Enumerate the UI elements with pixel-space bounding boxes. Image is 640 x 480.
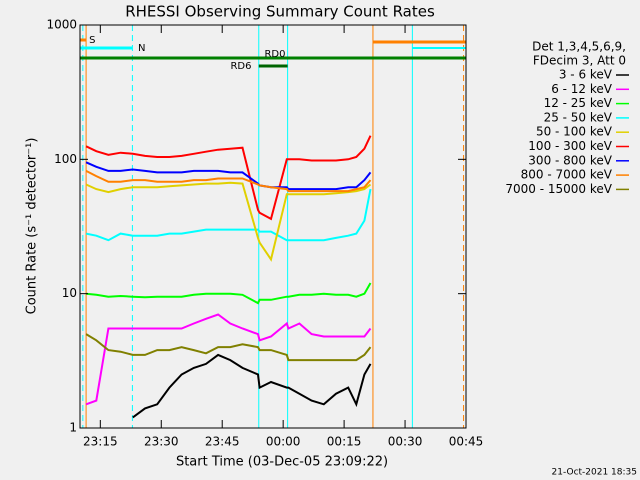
legend-header: Det 1,3,4,5,6,9,: [532, 40, 626, 54]
chart-title: RHESSI Observing Summary Count Rates: [125, 3, 435, 21]
x-tick-label: 23:15: [83, 435, 118, 449]
flag-label: N: [138, 43, 145, 54]
plot-frame: [79, 24, 467, 429]
series-line: [85, 282, 372, 305]
series-line: [85, 181, 372, 262]
flag-label: RD6: [230, 61, 251, 72]
x-tick-label: 00:00: [266, 435, 301, 449]
series-line: [85, 188, 372, 242]
y-tick-label: 100: [54, 152, 77, 166]
flag-label: RD0: [264, 49, 285, 60]
x-tick-label: 23:45: [205, 435, 240, 449]
y-tick-label: 1000: [46, 18, 77, 32]
legend-label: 3 - 6 keV: [559, 68, 613, 82]
series-line: [132, 353, 372, 419]
series-line: [85, 313, 372, 406]
legend-label: 25 - 50 keV: [544, 110, 613, 124]
y-tick-label: 1: [69, 421, 77, 435]
legend-label: 300 - 800 keV: [528, 153, 612, 167]
x-tick-label: 00:30: [388, 435, 423, 449]
legend-header: FDecim 3, Att 0: [533, 54, 626, 68]
legend-label: 6 - 12 keV: [551, 82, 613, 96]
x-axis-label: Start Time (03-Dec-05 23:09:22): [176, 455, 388, 470]
timestamp: 21-Oct-2021 18:35: [552, 468, 637, 478]
plot-area: [80, 25, 466, 428]
legend-label: 100 - 300 keV: [528, 139, 612, 153]
legend-label: 50 - 100 keV: [536, 125, 613, 139]
y-axis-label: Count Rate (s⁻¹ detector⁻¹): [25, 138, 40, 315]
legend-label: 7000 - 15000 keV: [505, 182, 612, 196]
flag-label: S: [89, 35, 95, 46]
legend-label: 800 - 7000 keV: [521, 168, 613, 182]
y-tick-label: 10: [62, 286, 77, 300]
x-tick-label: 00:15: [327, 435, 362, 449]
x-tick-label: 23:30: [144, 435, 179, 449]
series-line: [85, 135, 372, 221]
x-tick-label: 00:45: [449, 435, 484, 449]
series-line: [85, 170, 372, 193]
series-line: [85, 333, 372, 362]
series-line: [85, 161, 372, 191]
legend-label: 12 - 25 keV: [544, 96, 613, 110]
